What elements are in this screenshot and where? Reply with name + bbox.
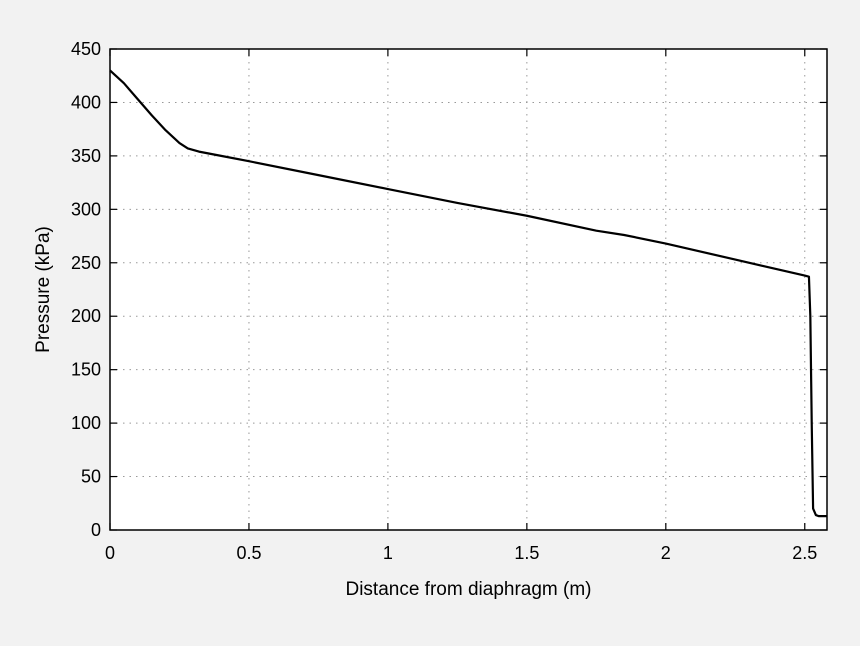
x-axis-title: Distance from diaphragm (m) (345, 579, 591, 600)
y-tick-label: 50 (81, 467, 101, 487)
y-tick-label: 250 (71, 253, 101, 273)
x-tick-label: 0.5 (236, 543, 261, 563)
x-tick-label: 0 (105, 543, 115, 563)
tick-label-layer: 0 0.5 1 1.5 2 2.5 0 50 100 150 200 250 300 350 400 450 (71, 39, 817, 563)
y-tick-label: 200 (71, 306, 101, 326)
y-tick-label: 400 (71, 92, 101, 112)
y-tick-label: 150 (71, 360, 101, 380)
y-tick-label: 0 (91, 520, 101, 540)
y-axis-title: Pressure (kPa) (33, 226, 54, 353)
x-tick-label: 1.5 (514, 543, 539, 563)
y-tick-label: 100 (71, 413, 101, 433)
y-tick-label: 350 (71, 146, 101, 166)
x-tick-label: 2 (661, 543, 671, 563)
x-tick-label: 2.5 (792, 543, 817, 563)
series-line (109, 69, 827, 518)
plot-area (110, 49, 827, 530)
x-tick-label: 1 (383, 543, 393, 563)
plot-frame (109, 48, 828, 531)
y-tick-label: 450 (71, 39, 101, 59)
y-tick-label: 300 (71, 199, 101, 219)
grid-layer (110, 49, 827, 530)
